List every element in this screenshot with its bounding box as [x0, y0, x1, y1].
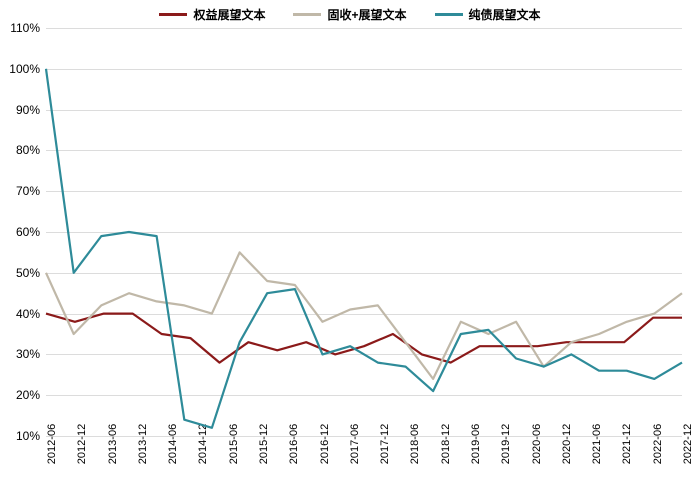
series-line-1	[46, 252, 682, 379]
series-line-2	[46, 69, 682, 428]
plot-area	[0, 0, 700, 502]
line-chart: 权益展望文本 固收+展望文本 纯债展望文本 10%20%30%40%50%60%…	[0, 0, 700, 502]
